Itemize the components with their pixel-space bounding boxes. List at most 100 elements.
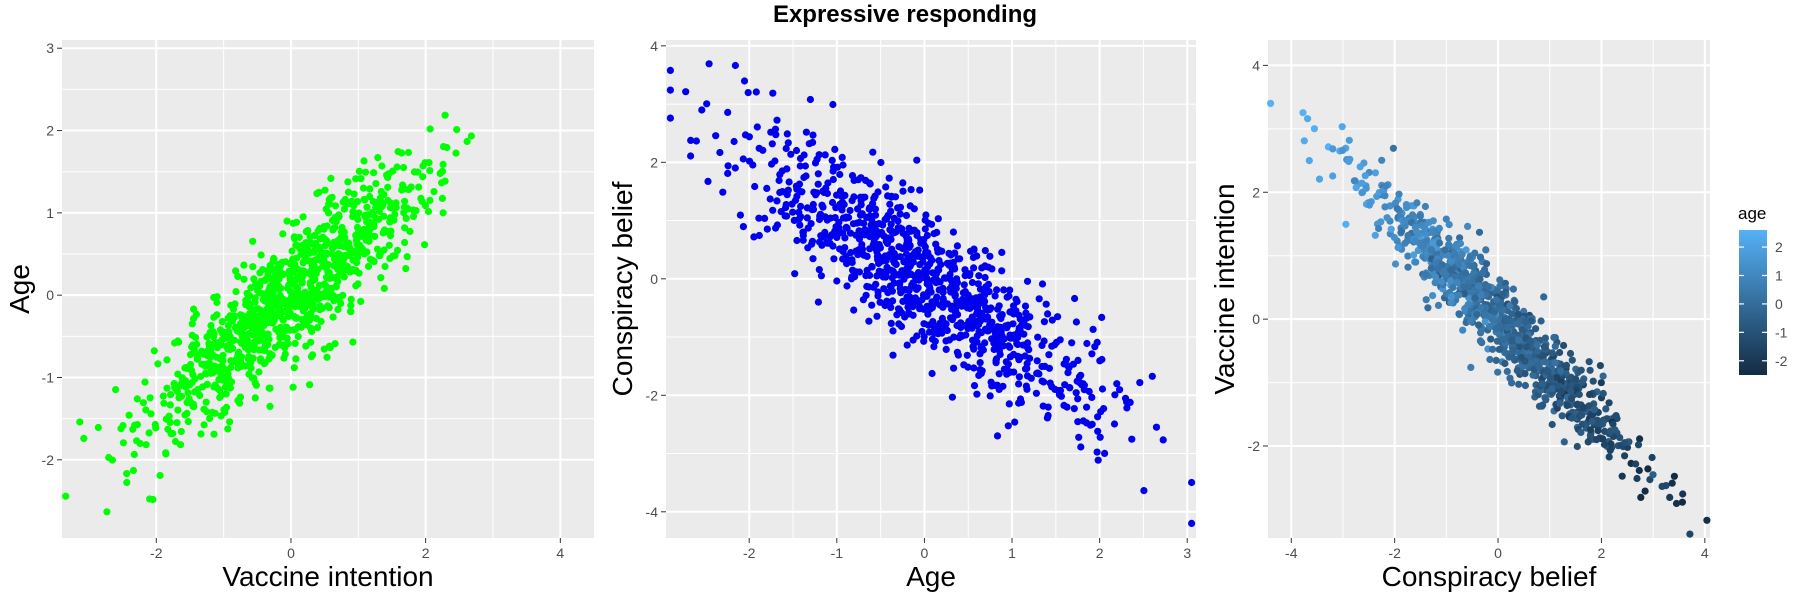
scatter-point <box>1451 273 1459 281</box>
scatter-point <box>975 318 983 326</box>
scatter-point <box>1446 277 1455 285</box>
scatter-point <box>903 341 911 349</box>
scatter-point <box>272 325 280 333</box>
scatter-point <box>1496 276 1504 284</box>
scatter-point <box>1023 372 1032 380</box>
scatter-point <box>925 328 934 336</box>
scatter-point <box>1447 299 1455 307</box>
scatter-point <box>1048 316 1056 324</box>
scatter-point <box>1404 252 1412 260</box>
scatter-point <box>1445 234 1453 242</box>
scatter-point <box>750 233 758 241</box>
scatter-point <box>766 195 774 203</box>
scatter-point <box>1019 341 1027 349</box>
scatter-point <box>1476 275 1484 283</box>
scatter-point <box>1560 341 1568 350</box>
scatter-point <box>1404 231 1412 240</box>
scatter-point <box>163 384 171 392</box>
scatter-point <box>793 236 801 245</box>
scatter-point <box>1413 199 1421 207</box>
scatter-point <box>218 318 226 326</box>
scatter-point <box>1476 337 1484 345</box>
scatter-point <box>1538 380 1546 388</box>
scatter-point <box>970 297 978 305</box>
legend-label: 2 <box>1775 239 1783 255</box>
scatter-point <box>913 248 921 256</box>
scatter-point <box>354 280 362 288</box>
scatter-point <box>1606 446 1614 454</box>
scatter-point <box>1672 499 1681 508</box>
scatter-point <box>923 302 931 310</box>
scatter-point <box>835 224 843 232</box>
scatter-point <box>703 100 711 108</box>
scatter-point <box>993 432 1002 440</box>
scatter-point <box>1666 493 1674 501</box>
scatter-point <box>902 232 910 240</box>
scatter-point <box>942 337 950 345</box>
scatter-point <box>1567 394 1576 402</box>
scatter-point <box>951 283 959 291</box>
scatter-point <box>939 288 947 296</box>
scatter-point <box>1461 269 1470 277</box>
scatter-point <box>438 194 446 202</box>
scatter-point <box>803 204 811 212</box>
scatter-points <box>666 60 1196 528</box>
scatter-point <box>814 170 822 178</box>
scatter-point <box>1421 202 1429 211</box>
scatter-point <box>778 188 787 196</box>
scatter-point <box>981 273 989 282</box>
scatter-point <box>1508 379 1516 387</box>
scatter-point <box>372 180 380 188</box>
scatter-point <box>950 364 958 372</box>
scatter-point <box>1453 278 1461 287</box>
scatter-point <box>415 183 423 191</box>
scatter-point <box>217 412 225 420</box>
scatter-point <box>1482 260 1491 268</box>
scatter-point <box>76 418 84 426</box>
scatter-point <box>1607 440 1615 448</box>
scatter-point <box>1299 109 1307 117</box>
scatter-point <box>1005 400 1013 408</box>
scatter-point <box>386 214 394 222</box>
scatter-point <box>296 290 304 298</box>
scatter-point <box>842 223 850 231</box>
scatter-point <box>961 266 969 274</box>
scatter-point <box>986 324 994 332</box>
scatter-point <box>426 125 434 133</box>
scatter-point <box>682 88 690 96</box>
scatter-point <box>804 224 812 232</box>
scatter-point <box>321 186 329 194</box>
scatter-point <box>227 363 235 371</box>
scatter-point <box>1486 355 1494 364</box>
scatter-point <box>863 282 871 291</box>
scatter-point <box>213 363 221 371</box>
legend-title: age <box>1738 204 1766 223</box>
scatter-point <box>184 389 192 397</box>
scatter-point <box>62 492 70 500</box>
scatter-point <box>784 139 792 147</box>
scatter-point <box>916 186 924 194</box>
scatter-point <box>884 252 892 260</box>
scatter-point <box>317 317 325 325</box>
scatter-point <box>257 289 265 297</box>
scatter-point <box>243 289 251 297</box>
scatter-point <box>1414 230 1422 238</box>
scatter-point <box>1477 291 1485 299</box>
scatter-point <box>266 353 274 361</box>
scatter-point <box>886 226 894 234</box>
scatter-point <box>249 237 257 245</box>
scatter-point <box>259 318 267 326</box>
scatter-point <box>439 160 447 168</box>
scatter-point <box>836 170 844 179</box>
scatter-point <box>841 191 849 199</box>
scatter-point <box>389 252 397 260</box>
scatter-point <box>799 228 807 236</box>
scatter-point <box>954 351 963 359</box>
scatter-point <box>719 188 727 196</box>
x-axis-title: Age <box>906 561 956 592</box>
scatter-point <box>1467 288 1475 296</box>
scatter-point <box>862 291 870 299</box>
scatter-point <box>360 195 368 204</box>
scatter-point <box>232 288 240 296</box>
scatter-point <box>913 156 921 164</box>
